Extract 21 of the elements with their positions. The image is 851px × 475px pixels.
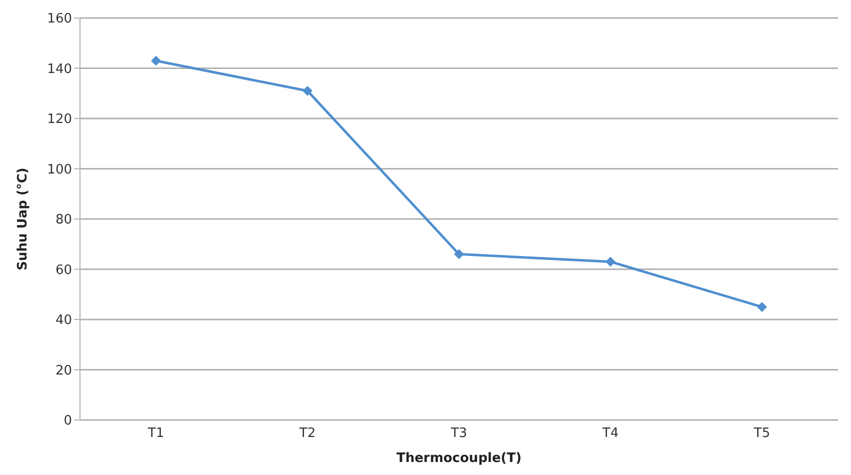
y-axis-title: Suhu Uap (°C): [16, 168, 31, 270]
point: [757, 302, 767, 312]
point: [302, 86, 312, 96]
y-tick-label: 140: [47, 62, 72, 77]
y-tick-label: 80: [55, 212, 72, 228]
y-tick-label: 20: [55, 363, 72, 378]
y-tick-label: 60: [55, 262, 72, 278]
y-tick-label: 120: [47, 112, 72, 128]
x-tick-label: T4: [601, 426, 619, 442]
x-axis-title: Thermocouple(T): [396, 451, 522, 466]
y-tick-label: 0: [64, 414, 72, 429]
point: [606, 256, 616, 267]
y-tick-label: 100: [47, 162, 72, 178]
point: [454, 249, 464, 260]
point: [151, 56, 161, 66]
x-tick-label: T3: [450, 426, 468, 442]
x-tick-label: T5: [752, 426, 770, 442]
y-tick-label: 40: [55, 313, 72, 328]
x-tick-label: T1: [146, 426, 164, 442]
x-tick-label: T2: [298, 426, 316, 442]
y-tick-label: 160: [47, 12, 72, 27]
